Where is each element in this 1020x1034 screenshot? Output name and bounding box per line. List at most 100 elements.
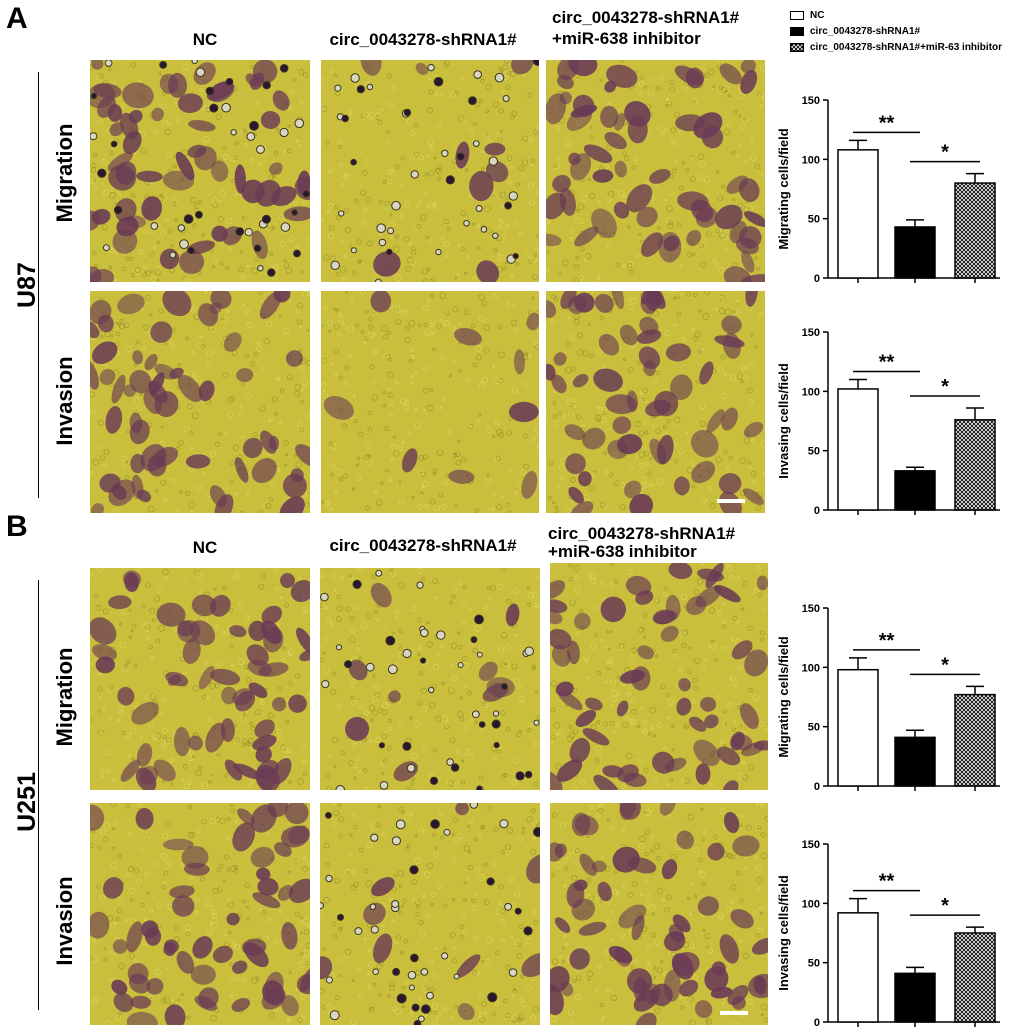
texture-speckle xyxy=(535,343,539,350)
membrane-pore xyxy=(257,265,264,272)
texture-speckle xyxy=(354,198,359,203)
texture-speckle xyxy=(294,390,301,397)
texture-speckle xyxy=(710,783,714,786)
texture-speckle xyxy=(195,911,199,915)
texture-speckle xyxy=(441,681,445,686)
texture-speckle xyxy=(271,274,279,281)
texture-speckle xyxy=(520,173,526,179)
texture-speckle xyxy=(368,1006,375,1013)
texture-speckle xyxy=(358,568,363,572)
texture-speckle xyxy=(457,244,461,248)
stained-cell xyxy=(261,605,283,625)
stained-cell xyxy=(159,73,179,94)
texture-speckle xyxy=(396,482,403,489)
texture-speckle xyxy=(382,404,386,408)
texture-speckle xyxy=(693,847,700,854)
stained-cell xyxy=(597,881,612,902)
texture-speckle xyxy=(333,307,337,311)
texture-speckle xyxy=(734,575,740,581)
texture-speckle xyxy=(742,581,748,587)
texture-speckle xyxy=(223,879,226,883)
texture-speckle xyxy=(647,471,652,476)
texture-speckle xyxy=(627,892,634,898)
texture-speckle xyxy=(222,145,227,150)
texture-speckle xyxy=(349,245,353,249)
stained-cell xyxy=(260,110,281,130)
stained-cell xyxy=(206,81,234,101)
texture-speckle xyxy=(228,608,234,613)
texture-speckle xyxy=(648,806,654,812)
texture-speckle xyxy=(599,1003,604,1007)
texture-speckle xyxy=(244,664,249,669)
texture-speckle xyxy=(381,831,387,837)
texture-speckle xyxy=(606,988,611,993)
texture-speckle xyxy=(416,223,422,229)
texture-speckle xyxy=(480,166,485,171)
membrane-pore xyxy=(471,710,480,719)
texture-speckle xyxy=(610,704,614,708)
texture-speckle xyxy=(397,445,404,452)
texture-speckle xyxy=(325,617,332,624)
texture-speckle xyxy=(636,628,641,633)
texture-speckle xyxy=(383,759,387,763)
stained-cell xyxy=(234,164,246,194)
stained-cell xyxy=(245,73,261,87)
texture-speckle xyxy=(299,920,304,925)
texture-speckle xyxy=(134,705,138,709)
texture-speckle xyxy=(441,504,448,510)
stained-cell xyxy=(182,638,201,664)
texture-speckle xyxy=(472,647,479,654)
texture-speckle xyxy=(245,393,252,400)
texture-speckle xyxy=(645,462,649,466)
texture-speckle xyxy=(395,274,402,282)
texture-speckle xyxy=(758,93,764,99)
texture-speckle xyxy=(525,252,531,258)
texture-speckle xyxy=(500,223,507,230)
stained-cell xyxy=(129,412,143,434)
texture-speckle xyxy=(637,627,644,634)
texture-speckle xyxy=(199,335,203,339)
membrane-pore xyxy=(441,149,449,158)
texture-speckle xyxy=(156,278,160,282)
texture-speckle xyxy=(759,65,765,72)
texture-speckle xyxy=(131,757,135,761)
texture-speckle xyxy=(720,646,725,651)
texture-speckle xyxy=(666,783,670,787)
membrane-pore xyxy=(187,246,195,255)
texture-speckle xyxy=(718,912,724,919)
texture-speckle xyxy=(182,671,186,675)
stained-cell xyxy=(564,424,586,440)
stained-cell xyxy=(739,703,759,730)
texture-speckle xyxy=(421,706,428,712)
stained-cell xyxy=(705,563,724,589)
texture-speckle xyxy=(229,974,236,981)
texture-speckle xyxy=(701,347,704,351)
texture-speckle xyxy=(105,768,111,774)
texture-speckle xyxy=(510,936,514,940)
texture-speckle xyxy=(242,899,247,904)
texture-speckle xyxy=(209,682,217,690)
membrane-pore xyxy=(341,114,349,123)
texture-speckle xyxy=(134,868,140,874)
texture-speckle xyxy=(219,261,224,266)
texture-speckle xyxy=(405,846,409,851)
texture-speckle xyxy=(564,139,572,147)
texture-speckle xyxy=(305,943,310,950)
texture-speckle xyxy=(250,158,255,163)
texture-speckle xyxy=(452,898,456,902)
texture-speckle xyxy=(166,859,173,866)
texture-speckle xyxy=(727,94,731,97)
texture-speckle xyxy=(467,127,473,133)
texture-speckle xyxy=(377,804,382,809)
texture-speckle xyxy=(409,812,414,816)
texture-speckle xyxy=(512,903,517,908)
texture-speckle xyxy=(473,893,477,897)
texture-speckle xyxy=(750,471,756,477)
texture-speckle xyxy=(322,389,326,393)
texture-speckle xyxy=(363,454,370,460)
texture-speckle xyxy=(333,765,337,768)
membrane-pore xyxy=(90,92,97,100)
membrane-pore xyxy=(435,248,442,256)
texture-speckle xyxy=(721,234,728,241)
texture-speckle xyxy=(337,974,342,979)
